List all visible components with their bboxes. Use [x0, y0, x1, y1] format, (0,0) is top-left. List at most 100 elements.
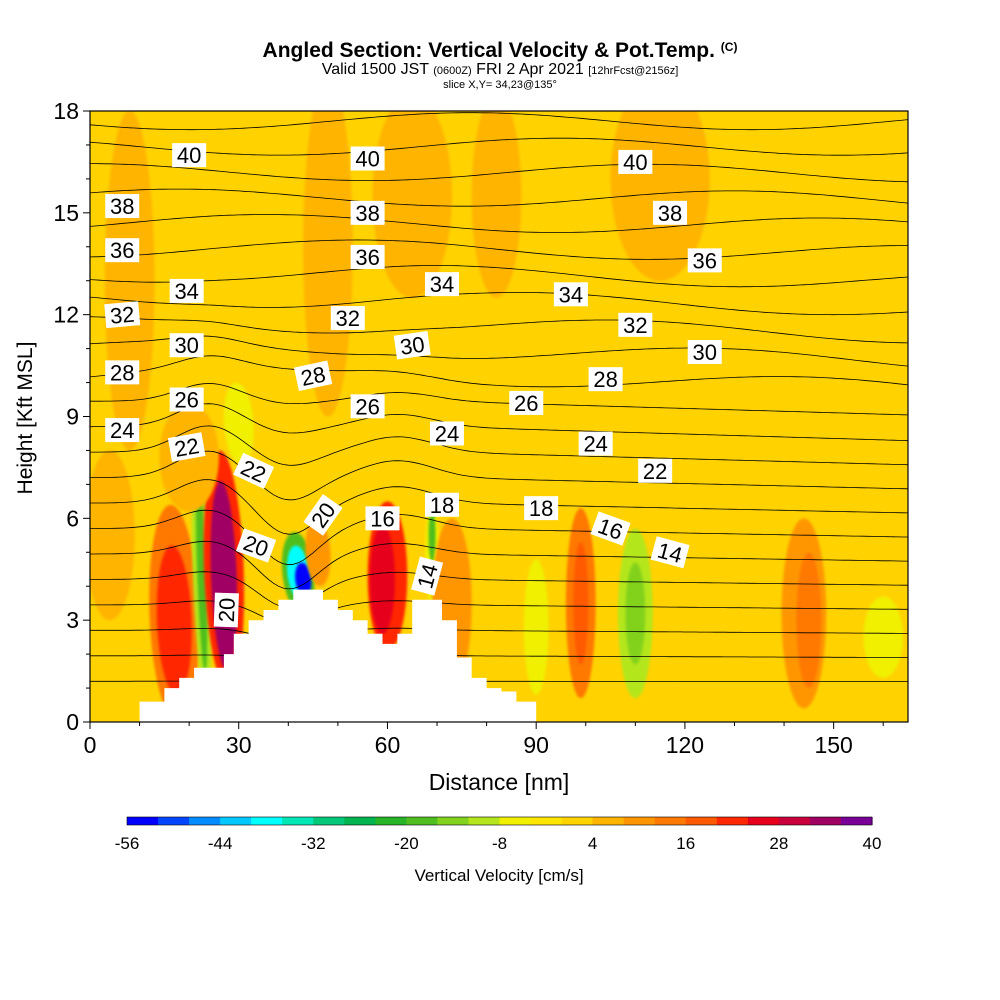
colorbar-tick-label: 4	[588, 834, 597, 853]
isentrope-line	[90, 509, 908, 566]
contour-label-text: 28	[593, 367, 617, 392]
x-tick-label: 150	[814, 732, 852, 758]
contour-label-text: 36	[692, 248, 716, 273]
contour-label-box	[393, 330, 431, 360]
contour-label-box	[424, 272, 459, 297]
isentrope-line	[90, 87, 908, 104]
contour-label-text: 30	[398, 332, 426, 360]
contour-label-box	[687, 340, 722, 365]
contour-label-text: 32	[623, 313, 647, 338]
contour-label-box	[588, 367, 623, 392]
contour-label-text: 38	[355, 201, 379, 226]
colorbar-swatch	[561, 817, 594, 825]
contour-label-text: 30	[174, 333, 198, 358]
colorbar-tick-label: -8	[492, 834, 507, 853]
velocity-cell	[428, 508, 436, 563]
colorbar-tick-label: 40	[863, 834, 882, 853]
isentrope-line	[90, 425, 908, 466]
isentrope-line	[90, 214, 908, 233]
colorbar-swatch	[406, 817, 439, 825]
colorbar-swatch	[313, 817, 345, 825]
colorbar: -56 -44 -32 -20 -8 4 16 28 40	[115, 816, 882, 853]
contour-label: 30	[169, 333, 204, 358]
contour-label-box	[650, 536, 690, 569]
contour-label: 28	[588, 367, 623, 392]
velocity-cell	[303, 111, 353, 417]
copyright-mark: (C)	[720, 40, 738, 54]
contour-label: 14	[411, 556, 444, 596]
contour-label-text: 28	[299, 361, 328, 391]
contour-label-box	[105, 360, 140, 385]
contour-label: 36	[687, 248, 722, 273]
velocity-cell	[573, 542, 589, 665]
contour-label-box	[169, 278, 204, 303]
isentrope-line	[90, 292, 908, 316]
contour-label-text: 18	[430, 493, 454, 518]
isentrope-line	[90, 571, 908, 608]
contour-label: 38	[350, 200, 385, 226]
contour-label-text: 40	[355, 147, 379, 172]
velocity-cell	[523, 559, 549, 695]
colorbar-swatch	[375, 817, 407, 825]
contour-label-text: 24	[110, 418, 134, 443]
y-tick-label: 9	[66, 404, 79, 430]
colorbar-swatch	[499, 817, 532, 825]
y-tick-label: 3	[66, 607, 79, 633]
contour-label-box	[235, 528, 277, 563]
contour-label-text: 26	[514, 391, 538, 416]
potential-temperature-contours	[90, 0, 908, 684]
contour-label-box	[330, 306, 365, 331]
velocity-cell	[471, 111, 522, 298]
contour-label: 30	[393, 330, 431, 360]
contour-label: 26	[169, 387, 204, 413]
colorbar-swatch	[220, 817, 252, 825]
colorbar-swatch	[251, 817, 283, 825]
isentrope-line	[90, 627, 908, 642]
contour-label-box	[303, 494, 343, 536]
contour-label: 24	[105, 418, 140, 443]
isentrope-line	[90, 36, 908, 53]
contour-labels: 40 40 40 38 38 38 36 36 36 34 34 34 32 32 32 30 30 30 28 28…	[104, 143, 722, 628]
contour-label-box	[293, 360, 333, 392]
isentrope-line	[90, 316, 908, 344]
velocity-cell	[796, 552, 822, 689]
isentrope-line	[90, 450, 908, 501]
velocity-cell	[295, 562, 312, 597]
colorbar-swatch	[282, 817, 314, 825]
colorbar-frame	[126, 816, 873, 826]
colorbar-tick-label: 28	[769, 834, 788, 853]
colorbar-swatch	[809, 817, 842, 825]
y-axis-label: Height [Kft MSL]	[14, 342, 37, 495]
valid-time-line: Valid 1500 JST (0600Z) FRI 2 Apr 2021 [1…	[90, 62, 910, 79]
contour-label-text: 34	[559, 282, 583, 307]
contour-label: 18	[524, 496, 559, 521]
contour-label-text: 38	[658, 201, 682, 226]
contour-label: 40	[172, 143, 207, 168]
colorbar-tick-label: 16	[676, 834, 695, 853]
contour-label-box	[350, 394, 385, 419]
isentrope-line	[90, 137, 908, 156]
colorbar-swatch	[716, 817, 749, 825]
contour-label-box	[429, 421, 464, 446]
isentrope-line	[90, 0, 908, 2]
contour-label: 40	[350, 146, 385, 172]
colorbar-tick-label: -32	[301, 834, 326, 853]
contour-label-text: 36	[355, 245, 379, 270]
contour-label-text: 32	[109, 302, 136, 329]
colorbar-swatch	[127, 817, 159, 825]
contour-label-text: 40	[623, 150, 647, 175]
isentrope-line	[90, 188, 908, 207]
contour-label: 24	[429, 421, 464, 446]
contour-label-box	[104, 301, 141, 329]
x-axis-label: Distance [nm]	[429, 769, 570, 795]
velocity-cell	[195, 467, 208, 672]
contour-label: 26	[350, 394, 385, 419]
contour-label-text: 22	[173, 433, 201, 462]
colorbar-swatch	[189, 817, 221, 825]
contour-label-text: 40	[177, 143, 201, 168]
colorbar-swatch	[437, 817, 470, 825]
colorbar-swatch	[654, 817, 687, 825]
contour-label-box	[618, 312, 653, 337]
contour-label-box	[233, 452, 275, 489]
